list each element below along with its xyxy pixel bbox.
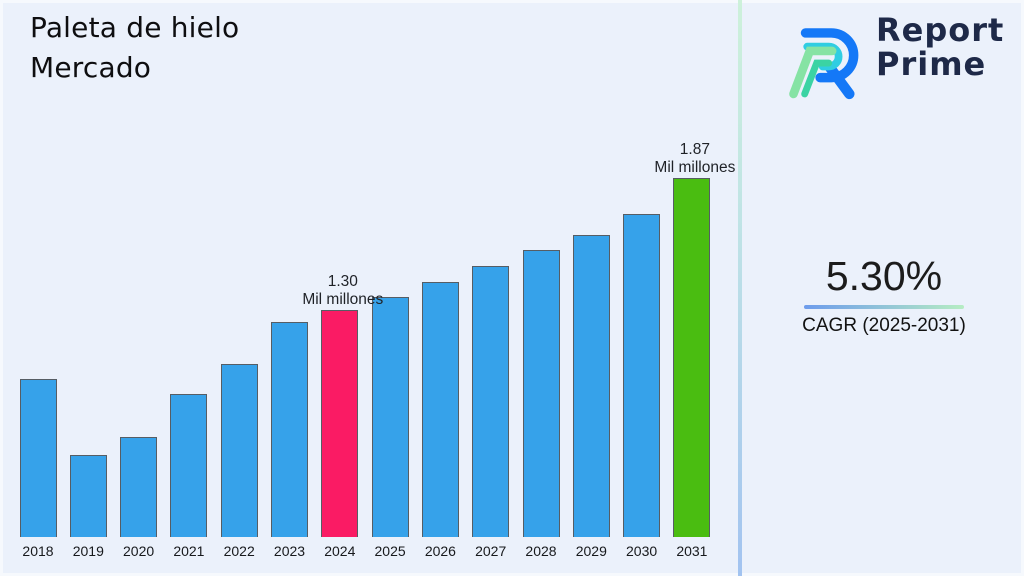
bar-2019 <box>69 455 107 537</box>
report-prime-logo: Report Prime <box>784 12 1014 102</box>
bar-annotation-2031: 1.87 Mil millones <box>654 141 736 176</box>
bar-2020 <box>120 437 158 537</box>
bar-2026 <box>421 282 459 537</box>
bar-2027 <box>472 266 510 537</box>
bar-2028 <box>522 250 560 537</box>
bar-2030 <box>623 214 661 537</box>
bar-2025 <box>371 297 409 537</box>
bar-2018 <box>19 379 57 537</box>
x-axis-label-2022: 2022 <box>223 543 255 559</box>
x-axis-label-2029: 2029 <box>575 543 607 559</box>
x-axis-label-2031: 2031 <box>676 543 708 559</box>
page-title: Paleta de hielo Mercado <box>30 11 240 84</box>
x-axis-label-2019: 2019 <box>72 543 104 559</box>
x-axis-label-2021: 2021 <box>173 543 205 559</box>
cagr-block: 5.30% CAGR (2025-2031) <box>799 252 969 337</box>
bar-chart: 2018 2019 2020 2021 2022 2023 2024 2025 2026 2027… <box>19 141 735 559</box>
x-axis-label-2027: 2027 <box>475 543 507 559</box>
x-axis-label-2026: 2026 <box>424 543 456 559</box>
cagr-underline <box>804 305 964 309</box>
bar-2021 <box>170 394 208 537</box>
bar-annotation-2024: 1.30 Mil millones <box>302 273 384 308</box>
panel-divider <box>738 0 742 576</box>
x-axis-label-2024: 2024 <box>324 543 356 559</box>
x-axis-label-2018: 2018 <box>22 543 54 559</box>
x-axis-label-2025: 2025 <box>374 543 406 559</box>
logo-wordmark: Report Prime <box>876 11 1005 83</box>
x-axis-label-2028: 2028 <box>525 543 557 559</box>
cagr-value: 5.30% <box>825 253 943 299</box>
bar-2029 <box>572 235 610 537</box>
x-axis-label-2023: 2023 <box>273 543 306 559</box>
bar-2023 <box>271 322 308 537</box>
x-axis-label-2020: 2020 <box>123 543 155 559</box>
bar-2031 <box>673 178 711 537</box>
cagr-label: CAGR (2025-2031) <box>802 315 966 336</box>
bar-2024 <box>321 310 359 537</box>
bar-2022 <box>220 364 258 537</box>
report-prime-logo-icon <box>789 28 859 100</box>
x-axis-label-2030: 2030 <box>626 543 658 559</box>
